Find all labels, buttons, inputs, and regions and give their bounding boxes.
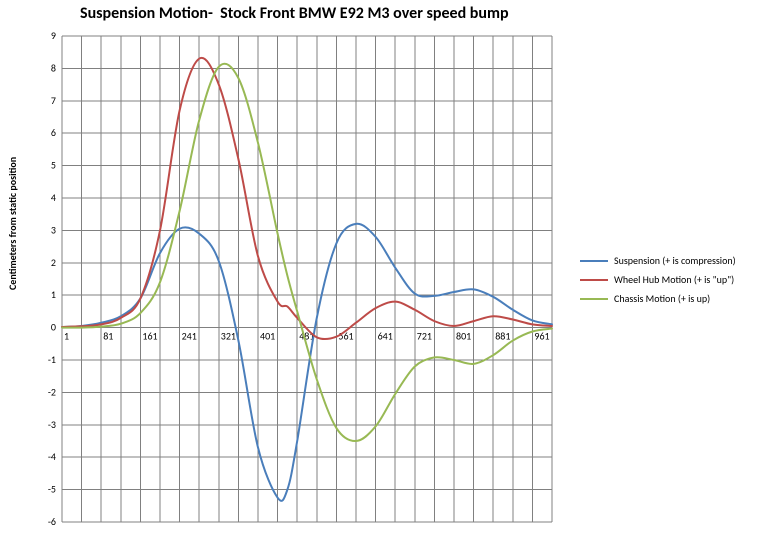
legend-item: Wheel Hub Motion (+ is "up"): [580, 273, 736, 286]
y-tick-label: 2: [51, 256, 56, 269]
y-tick-label: 8: [51, 61, 56, 74]
legend-swatch-icon: [580, 260, 608, 262]
plot-area: -6-5-4-3-2-10123456789181161241321401481…: [62, 36, 552, 522]
x-tick-label: 321: [221, 330, 236, 343]
y-tick-label: -4: [48, 450, 56, 463]
x-tick-label: 721: [417, 330, 432, 343]
x-tick-label: 161: [142, 330, 157, 343]
chart-page: Suspension Motion- Stock Front BMW E92 M…: [0, 0, 757, 542]
y-tick-label: 4: [51, 191, 56, 204]
x-tick-label: 961: [534, 330, 549, 343]
y-tick-label: 3: [51, 223, 56, 236]
legend-item: Suspension (+ is compression): [580, 254, 736, 267]
legend: Suspension (+ is compression) Wheel Hub M…: [580, 254, 736, 311]
y-axis-label: Centimeters from static position: [6, 157, 19, 290]
y-tick-label: 9: [51, 29, 56, 42]
y-tick-label: 0: [51, 321, 56, 334]
y-tick-label: 7: [51, 94, 56, 107]
x-tick-label: 81: [103, 330, 113, 343]
x-tick-label: 881: [495, 330, 510, 343]
legend-swatch-icon: [580, 279, 608, 281]
chart-title: Suspension Motion- Stock Front BMW E92 M…: [80, 4, 509, 23]
x-tick-label: 801: [456, 330, 471, 343]
y-tick-label: -2: [48, 385, 56, 398]
y-tick-label: 5: [51, 159, 56, 172]
x-tick-label: 1: [64, 330, 69, 343]
y-tick-label: -1: [48, 353, 56, 366]
plot-background: [62, 36, 552, 522]
legend-label: Suspension (+ is compression): [614, 254, 736, 267]
y-tick-label: 1: [51, 288, 56, 301]
legend-label: Wheel Hub Motion (+ is "up"): [614, 273, 734, 286]
y-tick-label: -3: [48, 418, 56, 431]
legend-swatch-icon: [580, 298, 608, 300]
y-tick-label: 6: [51, 126, 56, 139]
legend-item: Chassis Motion (+ is up): [580, 292, 736, 305]
x-tick-label: 401: [260, 330, 275, 343]
x-tick-label: 641: [378, 330, 393, 343]
legend-label: Chassis Motion (+ is up): [614, 292, 710, 305]
y-tick-label: -6: [48, 515, 56, 528]
y-tick-label: -5: [48, 483, 56, 496]
x-tick-label: 241: [182, 330, 197, 343]
